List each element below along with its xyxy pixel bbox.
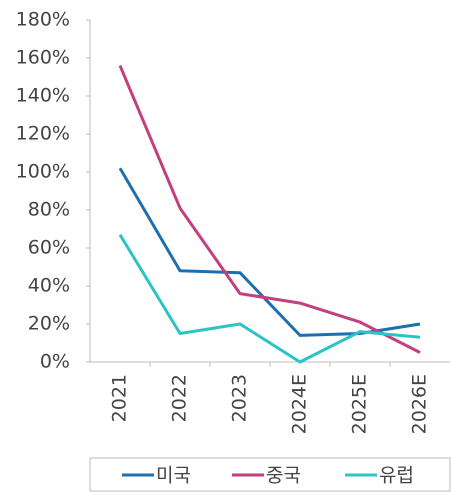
y-tick-label: 0% bbox=[40, 351, 70, 373]
x-tick-label: 2021 bbox=[109, 374, 131, 422]
x-tick-label: 2024E bbox=[289, 374, 311, 434]
y-tick-label: 120% bbox=[16, 123, 70, 145]
y-tick-label: 160% bbox=[16, 47, 70, 69]
legend-label: 유럽 bbox=[379, 465, 414, 487]
x-tick-label: 2026E bbox=[409, 374, 431, 434]
y-tick-label: 60% bbox=[28, 237, 70, 259]
y-tick-label: 140% bbox=[16, 85, 70, 107]
y-tick-label: 100% bbox=[16, 161, 70, 183]
legend-label: 중국 bbox=[266, 465, 301, 487]
legend-label: 미국 bbox=[156, 465, 191, 487]
x-tick-label: 2022 bbox=[169, 374, 191, 422]
y-tick-label: 80% bbox=[28, 199, 70, 221]
y-tick-label: 180% bbox=[16, 9, 70, 31]
series-line bbox=[118, 65, 421, 354]
x-tick-label: 2023 bbox=[229, 374, 251, 422]
x-tick-label: 2025E bbox=[349, 374, 371, 434]
series-line bbox=[118, 233, 421, 364]
y-tick-label: 40% bbox=[28, 275, 70, 297]
y-tick-label: 20% bbox=[28, 313, 70, 335]
legend-box bbox=[89, 457, 451, 492]
